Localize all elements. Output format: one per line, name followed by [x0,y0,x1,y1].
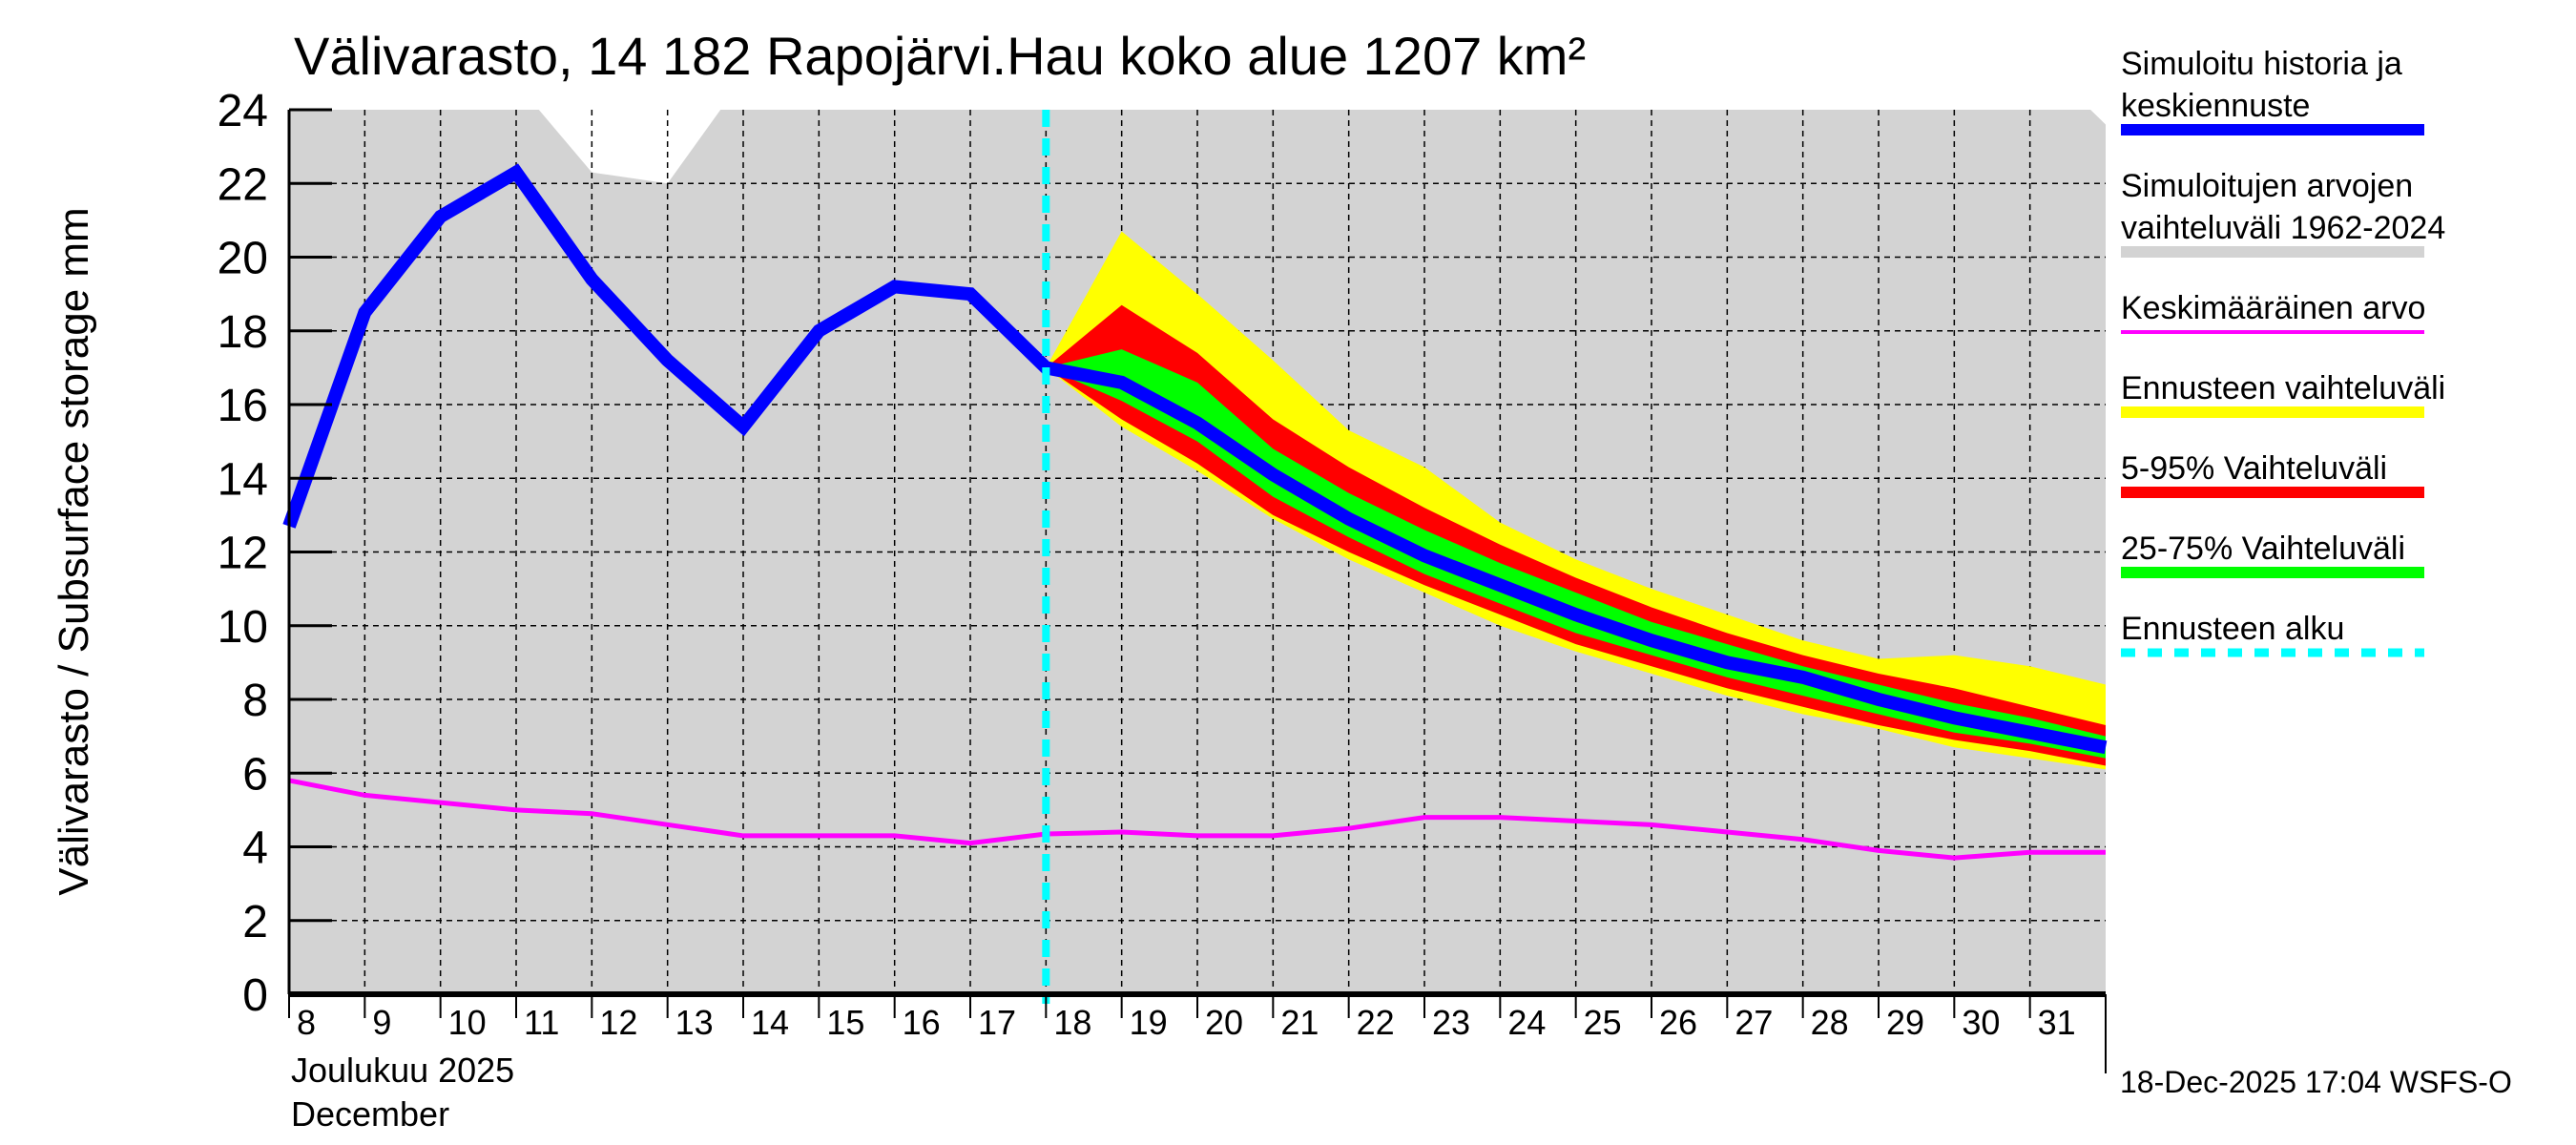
x-tick-label: 24 [1507,1003,1546,1042]
y-tick-label: 4 [242,823,268,874]
y-tick-label: 22 [218,159,268,210]
y-tick-label: 10 [218,602,268,653]
footer-timestamp: 18-Dec-2025 17:04 WSFS-O [2120,1065,2512,1099]
x-tick-label: 15 [826,1003,864,1042]
x-tick-label: 10 [448,1003,487,1042]
x-tick-label: 29 [1886,1003,1924,1042]
y-tick-label: 18 [218,307,268,358]
y-tick-label: 14 [218,454,268,505]
y-axis-label: Välivarasto / Subsurface storage mm [51,207,97,895]
x-tick-label: 9 [372,1003,391,1042]
x-tick-label: 23 [1432,1003,1470,1042]
x-tick-label: 12 [599,1003,637,1042]
legend-label: 5-95% Vaihteluväli [2121,450,2387,487]
x-tick-label: 26 [1659,1003,1697,1042]
simulated-line [282,163,2108,755]
legend-label: keskiennuste [2121,88,2310,124]
y-tick-label: 8 [242,676,268,726]
x-tick-label: 16 [903,1003,941,1042]
x-tick-label: 20 [1205,1003,1243,1042]
x-tick-label: 27 [1735,1003,1773,1042]
x-tick-label: 18 [1053,1003,1091,1042]
legend-label: Simuloitu historia ja [2121,46,2402,82]
p25-75-band [1046,349,2106,759]
y-tick-label: 0 [242,970,268,1021]
x-tick-label: 25 [1584,1003,1622,1042]
x-axis-label-en: December [291,1094,449,1134]
legend-label: vaihteluväli 1962-2024 [2121,210,2445,246]
x-tick-label: 17 [978,1003,1016,1042]
y-tick-label: 2 [242,897,268,947]
mean-line [288,778,2106,861]
x-tick-label: 14 [751,1003,789,1042]
x-tick-label: 21 [1280,1003,1319,1042]
x-tick-label: 30 [1962,1003,2000,1042]
y-tick-label: 6 [242,749,268,800]
y-tick-label: 16 [218,381,268,431]
x-tick-label: 22 [1357,1003,1395,1042]
legend-label: Simuloitujen arvojen [2121,168,2413,204]
x-tick-label: 31 [2038,1003,2076,1042]
x-tick-label: 28 [1811,1003,1849,1042]
x-tick-label: 11 [524,1003,559,1042]
x-tick-label: 8 [297,1003,316,1042]
x-axis-label-fi: Joulukuu 2025 [291,1051,514,1090]
legend-label: Ennusteen vaihteluväli [2121,370,2445,406]
x-tick-label: 19 [1130,1003,1168,1042]
legend-label: 25-75% Vaihteluväli [2121,531,2405,567]
x-tick-label: 13 [675,1003,714,1042]
legend: Simuloitu historia ja keskiennuste Simuloi… [2121,46,2445,657]
legend-label: Ennusteen alku [2121,611,2344,647]
chart-title: Välivarasto, 14 182 Rapojärvi.Hau koko a… [294,26,1586,86]
y-tick-label: 20 [218,234,268,284]
legend-label: Keskimääräinen arvo [2121,290,2425,326]
y-tick-label: 24 [218,86,268,136]
y-tick-label: 12 [218,529,268,579]
